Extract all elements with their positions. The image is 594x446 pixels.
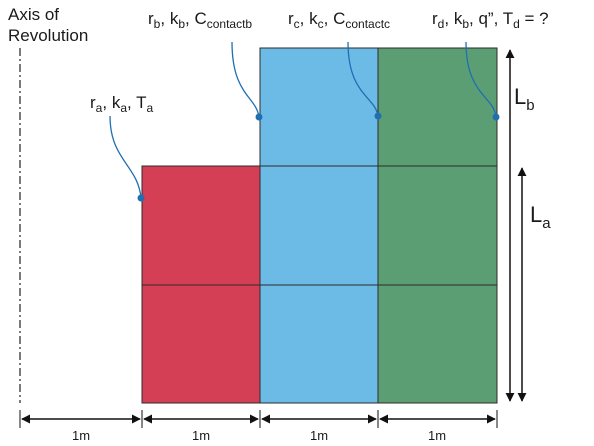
axis-label-line2: Revolution [8,26,88,45]
region-b [259,47,379,404]
callout-dot-b [255,113,263,121]
callout-line-c [347,41,379,117]
label-a: ra, ka, Ta [90,93,154,115]
dimension-label-lb: Lb [514,84,535,114]
dimension-label-2: 1m [192,428,210,443]
dimension-label-3: 1m [310,428,328,443]
callout-dot-d [492,113,500,121]
callout-line-b [231,41,260,118]
dimension-label-1: 1m [72,428,90,443]
callout-dot-c [374,112,382,120]
callout-line-a [109,115,142,199]
dimension-label-4: 1m [428,428,446,443]
label-d: rd, kb, q”, Td = ? [432,9,549,31]
callout-line-d [465,41,497,118]
dimension-label-la: La [530,202,551,232]
label-b: rb, kb, Ccontactb [148,9,252,31]
region-d [377,47,498,404]
label-c: rc, kc, Ccontactc [288,9,390,31]
callout-dot-a [137,194,145,202]
axis-label-line1: Axis of [8,5,59,24]
